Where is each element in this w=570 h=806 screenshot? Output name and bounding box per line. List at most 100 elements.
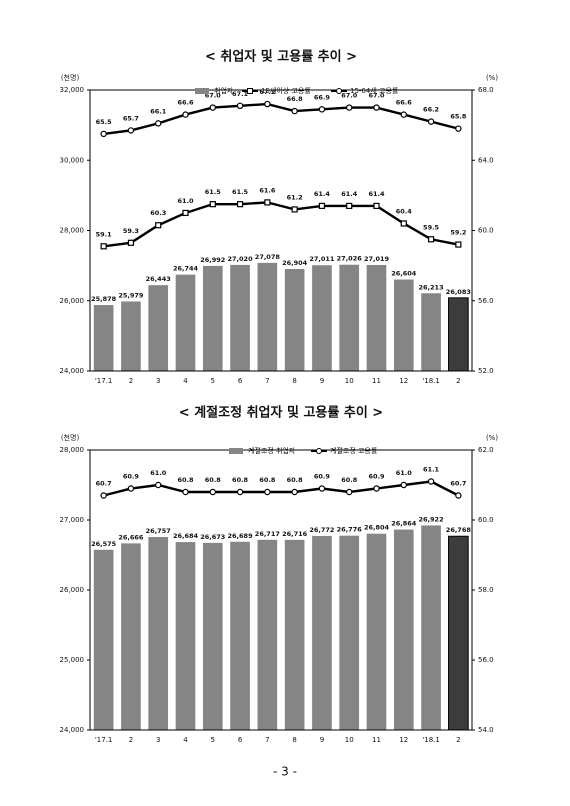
- line-value-label: 61.2: [287, 193, 303, 201]
- y-axis-unit: (천명): [61, 433, 80, 442]
- line-value-label: 60.8: [205, 476, 222, 484]
- line-marker: [182, 488, 189, 496]
- bar: [312, 535, 332, 730]
- line-value-label: 59.5: [423, 223, 440, 231]
- bar-value-label: 27,011: [309, 255, 335, 263]
- line-value-label: 65.7: [123, 114, 139, 122]
- bar: [284, 539, 305, 730]
- y-axis-unit: (천명): [61, 73, 80, 82]
- bar-value-label: 26,772: [309, 526, 334, 534]
- line-marker: [127, 127, 135, 134]
- y-tick-label: 26,000: [60, 297, 85, 305]
- line-marker: [346, 202, 353, 210]
- line-marker: [209, 104, 216, 111]
- line-marker: [209, 201, 216, 208]
- line-marker: [100, 492, 107, 499]
- line-marker: [155, 481, 162, 489]
- bar-value-label: 26,757: [146, 527, 171, 535]
- bar: [312, 265, 332, 371]
- bar-value-label: 27,078: [255, 253, 281, 261]
- line-marker: [209, 488, 216, 496]
- y-tick-label: 26,000: [60, 586, 85, 594]
- line-value-label: 61.0: [177, 197, 194, 205]
- legend-swatch: [229, 448, 243, 454]
- x-tick-label: 12: [399, 377, 408, 385]
- bar-value-label: 26,684: [173, 532, 199, 540]
- line-value-label: 61.4: [314, 190, 331, 198]
- bar: [257, 539, 278, 730]
- bar: [93, 549, 114, 730]
- bar: [175, 274, 196, 371]
- line-value-label: 67.0: [205, 92, 222, 100]
- x-tick-label: 11: [372, 377, 381, 385]
- line-value-label: 66.1: [150, 107, 167, 115]
- legend-label: 계절조정 취업자: [248, 446, 296, 455]
- line-marker: [400, 481, 407, 489]
- legend-marker: [316, 448, 322, 454]
- bar-value-label: 26,604: [391, 270, 417, 278]
- legend-marker: [247, 88, 253, 94]
- y2-tick-label: 56.0: [478, 297, 494, 305]
- bar: [121, 543, 141, 730]
- line-value-label: 67.2: [259, 88, 275, 96]
- line-marker: [400, 220, 407, 227]
- bar-value-label: 26,904: [282, 259, 308, 267]
- bar-value-label: 27,026: [337, 255, 363, 263]
- line-marker: [427, 236, 435, 243]
- line-value-label: 61.5: [232, 188, 249, 196]
- x-tick-label: '18.1: [422, 736, 440, 744]
- line-marker: [291, 107, 298, 115]
- x-tick-label: 2: [129, 377, 133, 385]
- x-tick-label: 9: [320, 736, 324, 744]
- bar: [121, 301, 141, 371]
- line-value-label: 59.1: [96, 230, 113, 238]
- line-value-label: 66.8: [287, 95, 304, 103]
- line-value-label: 61.6: [259, 186, 276, 194]
- line-value-label: 60.7: [96, 480, 112, 488]
- bar: [339, 264, 360, 371]
- line-marker: [346, 488, 353, 496]
- bar-value-label: 26,213: [419, 283, 444, 291]
- line-marker: [100, 243, 107, 250]
- bar-value-label: 26,716: [282, 530, 308, 538]
- line-marker: [127, 485, 135, 492]
- line-value-label: 60.4: [396, 207, 413, 215]
- plot-frame: [89, 449, 473, 731]
- x-tick-label: '17.1: [95, 736, 113, 744]
- legend-label: 계절조정 고용률: [330, 446, 378, 455]
- line: [103, 102, 459, 136]
- bar: [448, 535, 469, 731]
- bar-value-label: 27,019: [364, 255, 390, 263]
- y-tick-label: 28,000: [60, 227, 85, 235]
- bar: [284, 268, 305, 371]
- y2-tick-label: 56.0: [478, 656, 494, 664]
- line-value-label: 61.0: [150, 469, 167, 477]
- line-value-label: 60.8: [259, 476, 276, 484]
- x-tick-label: 3: [156, 377, 160, 385]
- x-tick-label: 11: [372, 736, 381, 744]
- bar-value-label: 26,717: [255, 530, 280, 538]
- page-number: - 3 -: [273, 765, 297, 779]
- line-value-label: 66.9: [314, 93, 331, 101]
- bar-value-label: 27,020: [228, 255, 254, 263]
- x-tick-label: 6: [238, 377, 243, 385]
- line-marker: [318, 485, 326, 492]
- y2-tick-label: 62.0: [478, 446, 494, 454]
- line-value-label: 66.6: [396, 99, 413, 107]
- legend-label: 취업자: [214, 86, 234, 95]
- y2-axis-unit: (%): [486, 434, 498, 442]
- x-tick-label: 9: [320, 377, 324, 385]
- y-tick-label: 32,000: [60, 86, 85, 94]
- bar: [148, 537, 169, 730]
- bar-value-label: 26,992: [200, 256, 225, 264]
- y2-tick-label: 58.0: [478, 586, 494, 594]
- bar: [202, 542, 223, 730]
- line-value-label: 60.7: [450, 480, 466, 488]
- y2-tick-label: 60.0: [478, 516, 494, 524]
- x-tick-label: 2: [456, 736, 460, 744]
- chart-title: < 취업자 및 고용률 추이 >: [205, 49, 357, 65]
- line-value-label: 60.9: [314, 473, 331, 481]
- y-tick-label: 24,000: [60, 726, 85, 734]
- line-marker: [373, 202, 380, 210]
